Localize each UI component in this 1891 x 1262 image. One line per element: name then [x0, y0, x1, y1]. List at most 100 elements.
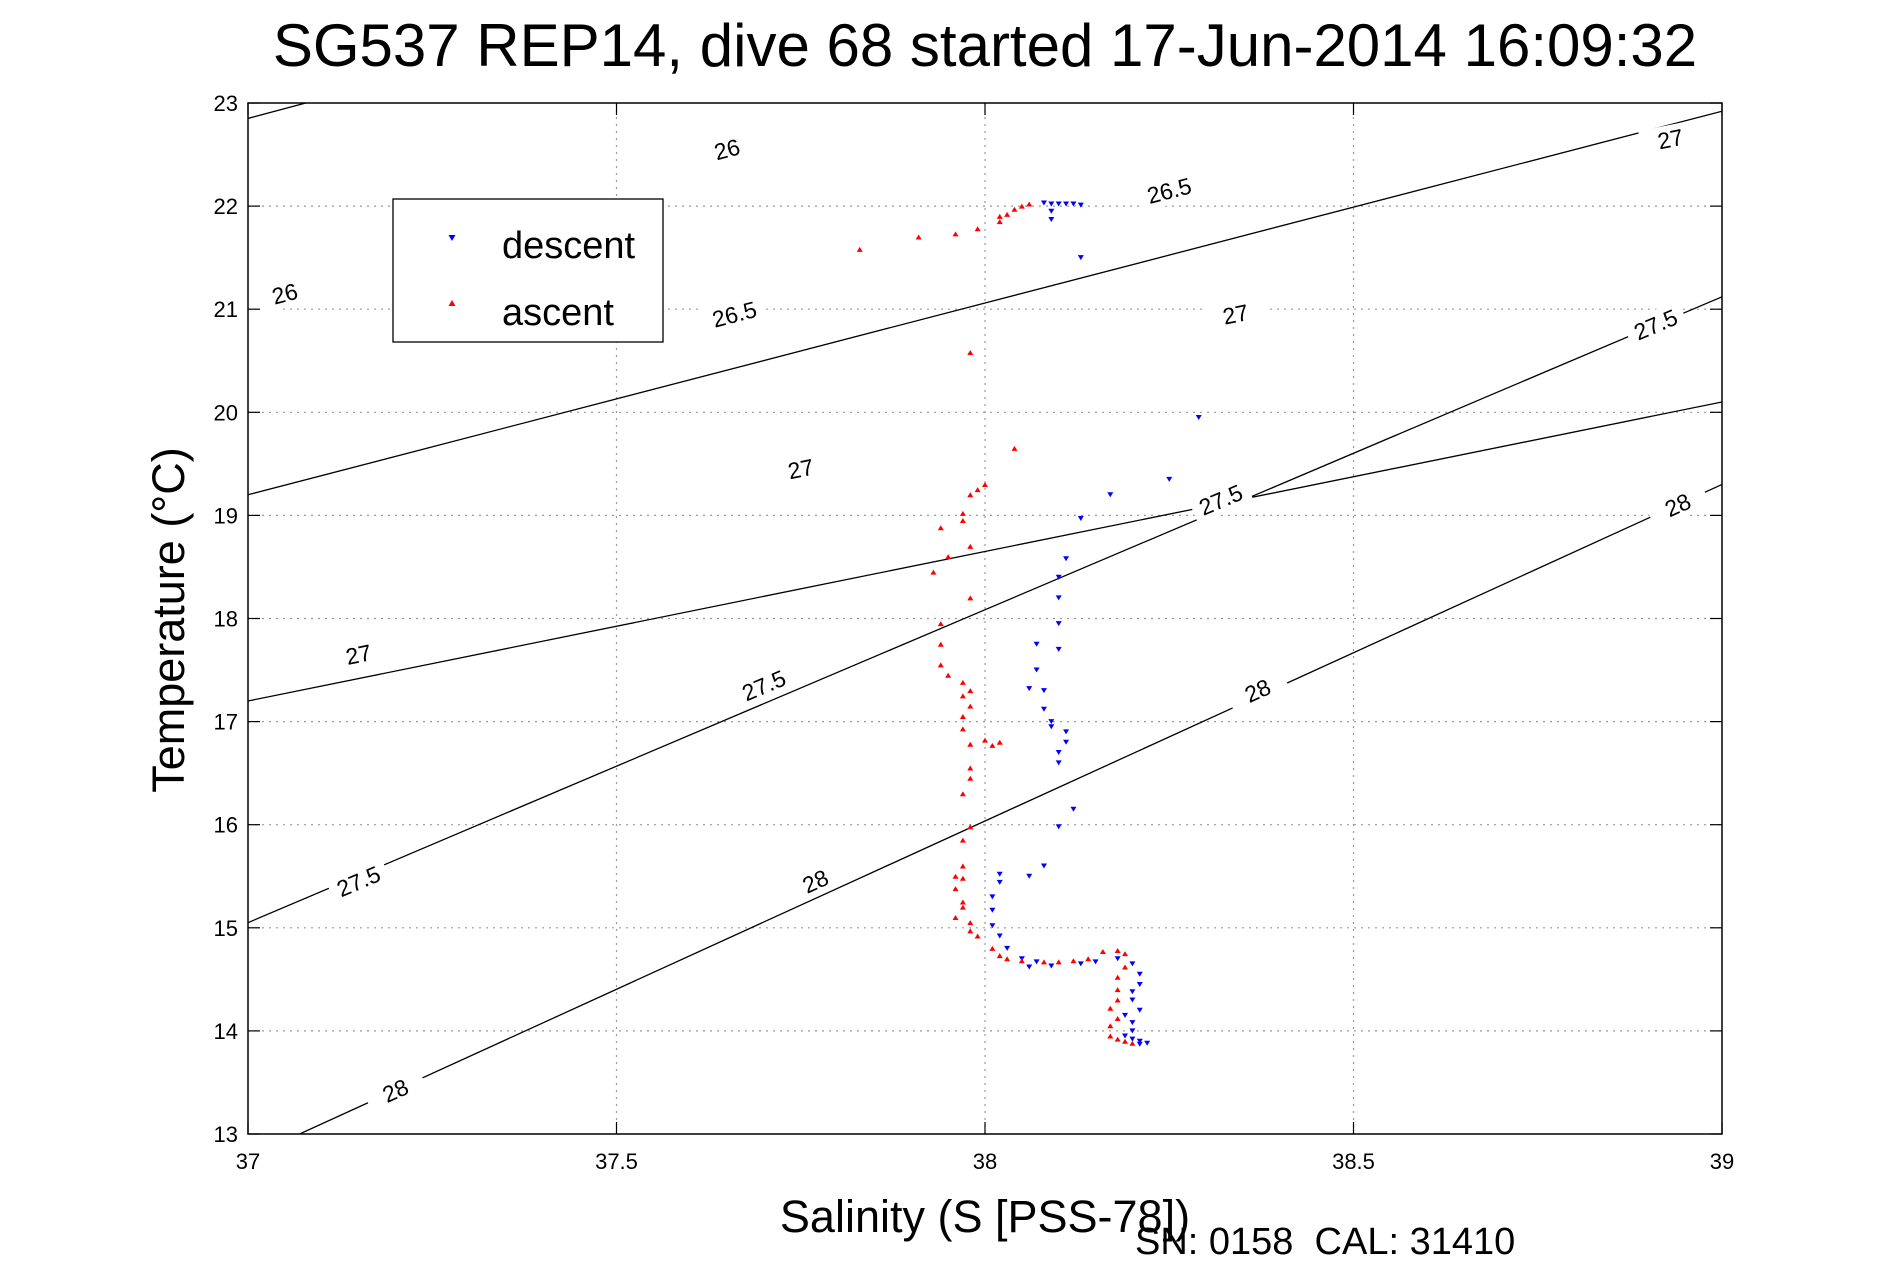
- ascent-point: [1114, 1016, 1121, 1022]
- ascent-point: [959, 679, 966, 685]
- descent-point: [1136, 1038, 1143, 1044]
- y-tick-label: 16: [214, 813, 238, 838]
- y-tick-label: 21: [214, 297, 238, 322]
- descent-point: [1070, 201, 1077, 207]
- ascent-point: [1011, 445, 1018, 451]
- ascent-point: [967, 703, 974, 709]
- ascent-point: [967, 492, 974, 498]
- legend: descent ascent: [392, 198, 664, 343]
- descent-point: [1063, 556, 1070, 562]
- ascent-point: [952, 873, 959, 879]
- descent-point: [1195, 414, 1202, 420]
- contour-label-27.5: 27.5: [1187, 475, 1254, 525]
- ascent-point: [974, 487, 981, 493]
- ascent-point: [1011, 206, 1018, 212]
- contour-label-27.5: 27.5: [325, 856, 392, 907]
- density-contour-labels: 26 26 26.5 26.5 27 27 27 27 27.5 27.5 27.5 27.5 28 28…: [252, 119, 1711, 1116]
- descent-point: [989, 923, 996, 929]
- descent-point: [1063, 729, 1070, 735]
- ascent-point: [967, 741, 974, 747]
- legend-descent-marker: [448, 235, 456, 241]
- ascent-point: [1026, 201, 1033, 207]
- descent-point: [1144, 1040, 1151, 1046]
- y-tick-label: 17: [214, 710, 238, 735]
- contour-label-26.5: 26.5: [701, 293, 767, 336]
- descent-point: [1129, 1036, 1136, 1042]
- descent-point: [1122, 1012, 1129, 1018]
- legend-ascent-marker: [448, 300, 456, 306]
- ascent-point: [982, 737, 988, 743]
- contour-label-text: 26.5: [1144, 172, 1194, 208]
- descent-point: [1026, 873, 1033, 879]
- contour-label-bg: [1187, 475, 1254, 525]
- descent-point: [1033, 959, 1040, 965]
- descent-point: [1055, 824, 1062, 830]
- ascent-point: [996, 213, 1003, 219]
- descent-point: [1048, 719, 1055, 725]
- descent-point: [1026, 964, 1033, 970]
- descent-point: [1122, 1033, 1129, 1039]
- descent-point: [1129, 961, 1136, 967]
- descent-point: [1048, 963, 1055, 969]
- contour-label-text: 27: [1220, 299, 1250, 330]
- ascent-point: [959, 510, 966, 516]
- descent-point: [1129, 989, 1136, 995]
- descent-point: [1063, 201, 1070, 207]
- contour-label-bg: [1638, 119, 1703, 159]
- descent-point: [996, 879, 1003, 885]
- ascent-point: [945, 554, 952, 560]
- contour-label-bg: [326, 634, 391, 675]
- descent-point: [1055, 201, 1062, 207]
- legend-descent-label: descent: [502, 225, 636, 267]
- descent-point: [1136, 982, 1143, 988]
- ascent-point: [959, 693, 966, 699]
- ascent-point: [996, 739, 1003, 745]
- ascent-point: [989, 742, 996, 748]
- descent-point: [1055, 595, 1062, 601]
- ascent-point: [1018, 203, 1025, 209]
- ascent-point: [1055, 959, 1062, 965]
- x-tick-label: 37.5: [595, 1149, 638, 1174]
- descent-point: [1040, 688, 1047, 694]
- contour-label-26: 26: [694, 128, 760, 171]
- descent-point: [1040, 200, 1047, 206]
- contour-label-bg: [730, 660, 797, 711]
- ascent-point: [1114, 997, 1121, 1003]
- descent-series: [989, 200, 1202, 1047]
- ascent-point: [1070, 958, 1077, 964]
- ascent-point: [996, 953, 1003, 959]
- contour-line-27.5: [248, 296, 1722, 924]
- y-tick-label: 22: [214, 194, 238, 219]
- ascent-point: [959, 518, 966, 524]
- ascent-point: [952, 886, 959, 892]
- descent-point: [1055, 750, 1062, 756]
- ascent-point: [1114, 974, 1121, 980]
- contour-label-text: 27: [343, 639, 373, 670]
- ascent-point: [959, 875, 966, 881]
- contour-label-bg: [1622, 300, 1689, 350]
- ascent-point: [967, 824, 974, 830]
- contour-label-26: 26: [252, 272, 318, 316]
- ascent-point: [915, 234, 922, 240]
- ascent-point: [959, 726, 966, 732]
- contour-label-bg: [782, 856, 849, 907]
- contour-label-28: 28: [1644, 479, 1711, 531]
- x-tick-label: 38: [973, 1149, 997, 1174]
- contour-label-bg: [694, 128, 760, 171]
- contour-label-bg: [1224, 665, 1291, 716]
- descent-point: [1114, 956, 1121, 962]
- y-tick-label: 23: [214, 91, 238, 116]
- contour-label-27.5: 27.5: [1622, 300, 1689, 350]
- ascent-point: [967, 350, 974, 356]
- ascent-point: [967, 920, 974, 926]
- y-tick-label: 13: [214, 1122, 238, 1147]
- descent-point: [1077, 202, 1084, 208]
- x-tick-label: 37: [236, 1149, 260, 1174]
- descent-point: [989, 894, 996, 900]
- descent-point: [1040, 706, 1047, 712]
- contour-label-28: 28: [362, 1065, 429, 1116]
- axis-ticks: 37 37.5 38 38.5 39 13 14 15 16 17 18 19 20 21 22 23: [214, 91, 1735, 1174]
- descent-point: [1048, 724, 1055, 730]
- descent-point: [1063, 739, 1070, 745]
